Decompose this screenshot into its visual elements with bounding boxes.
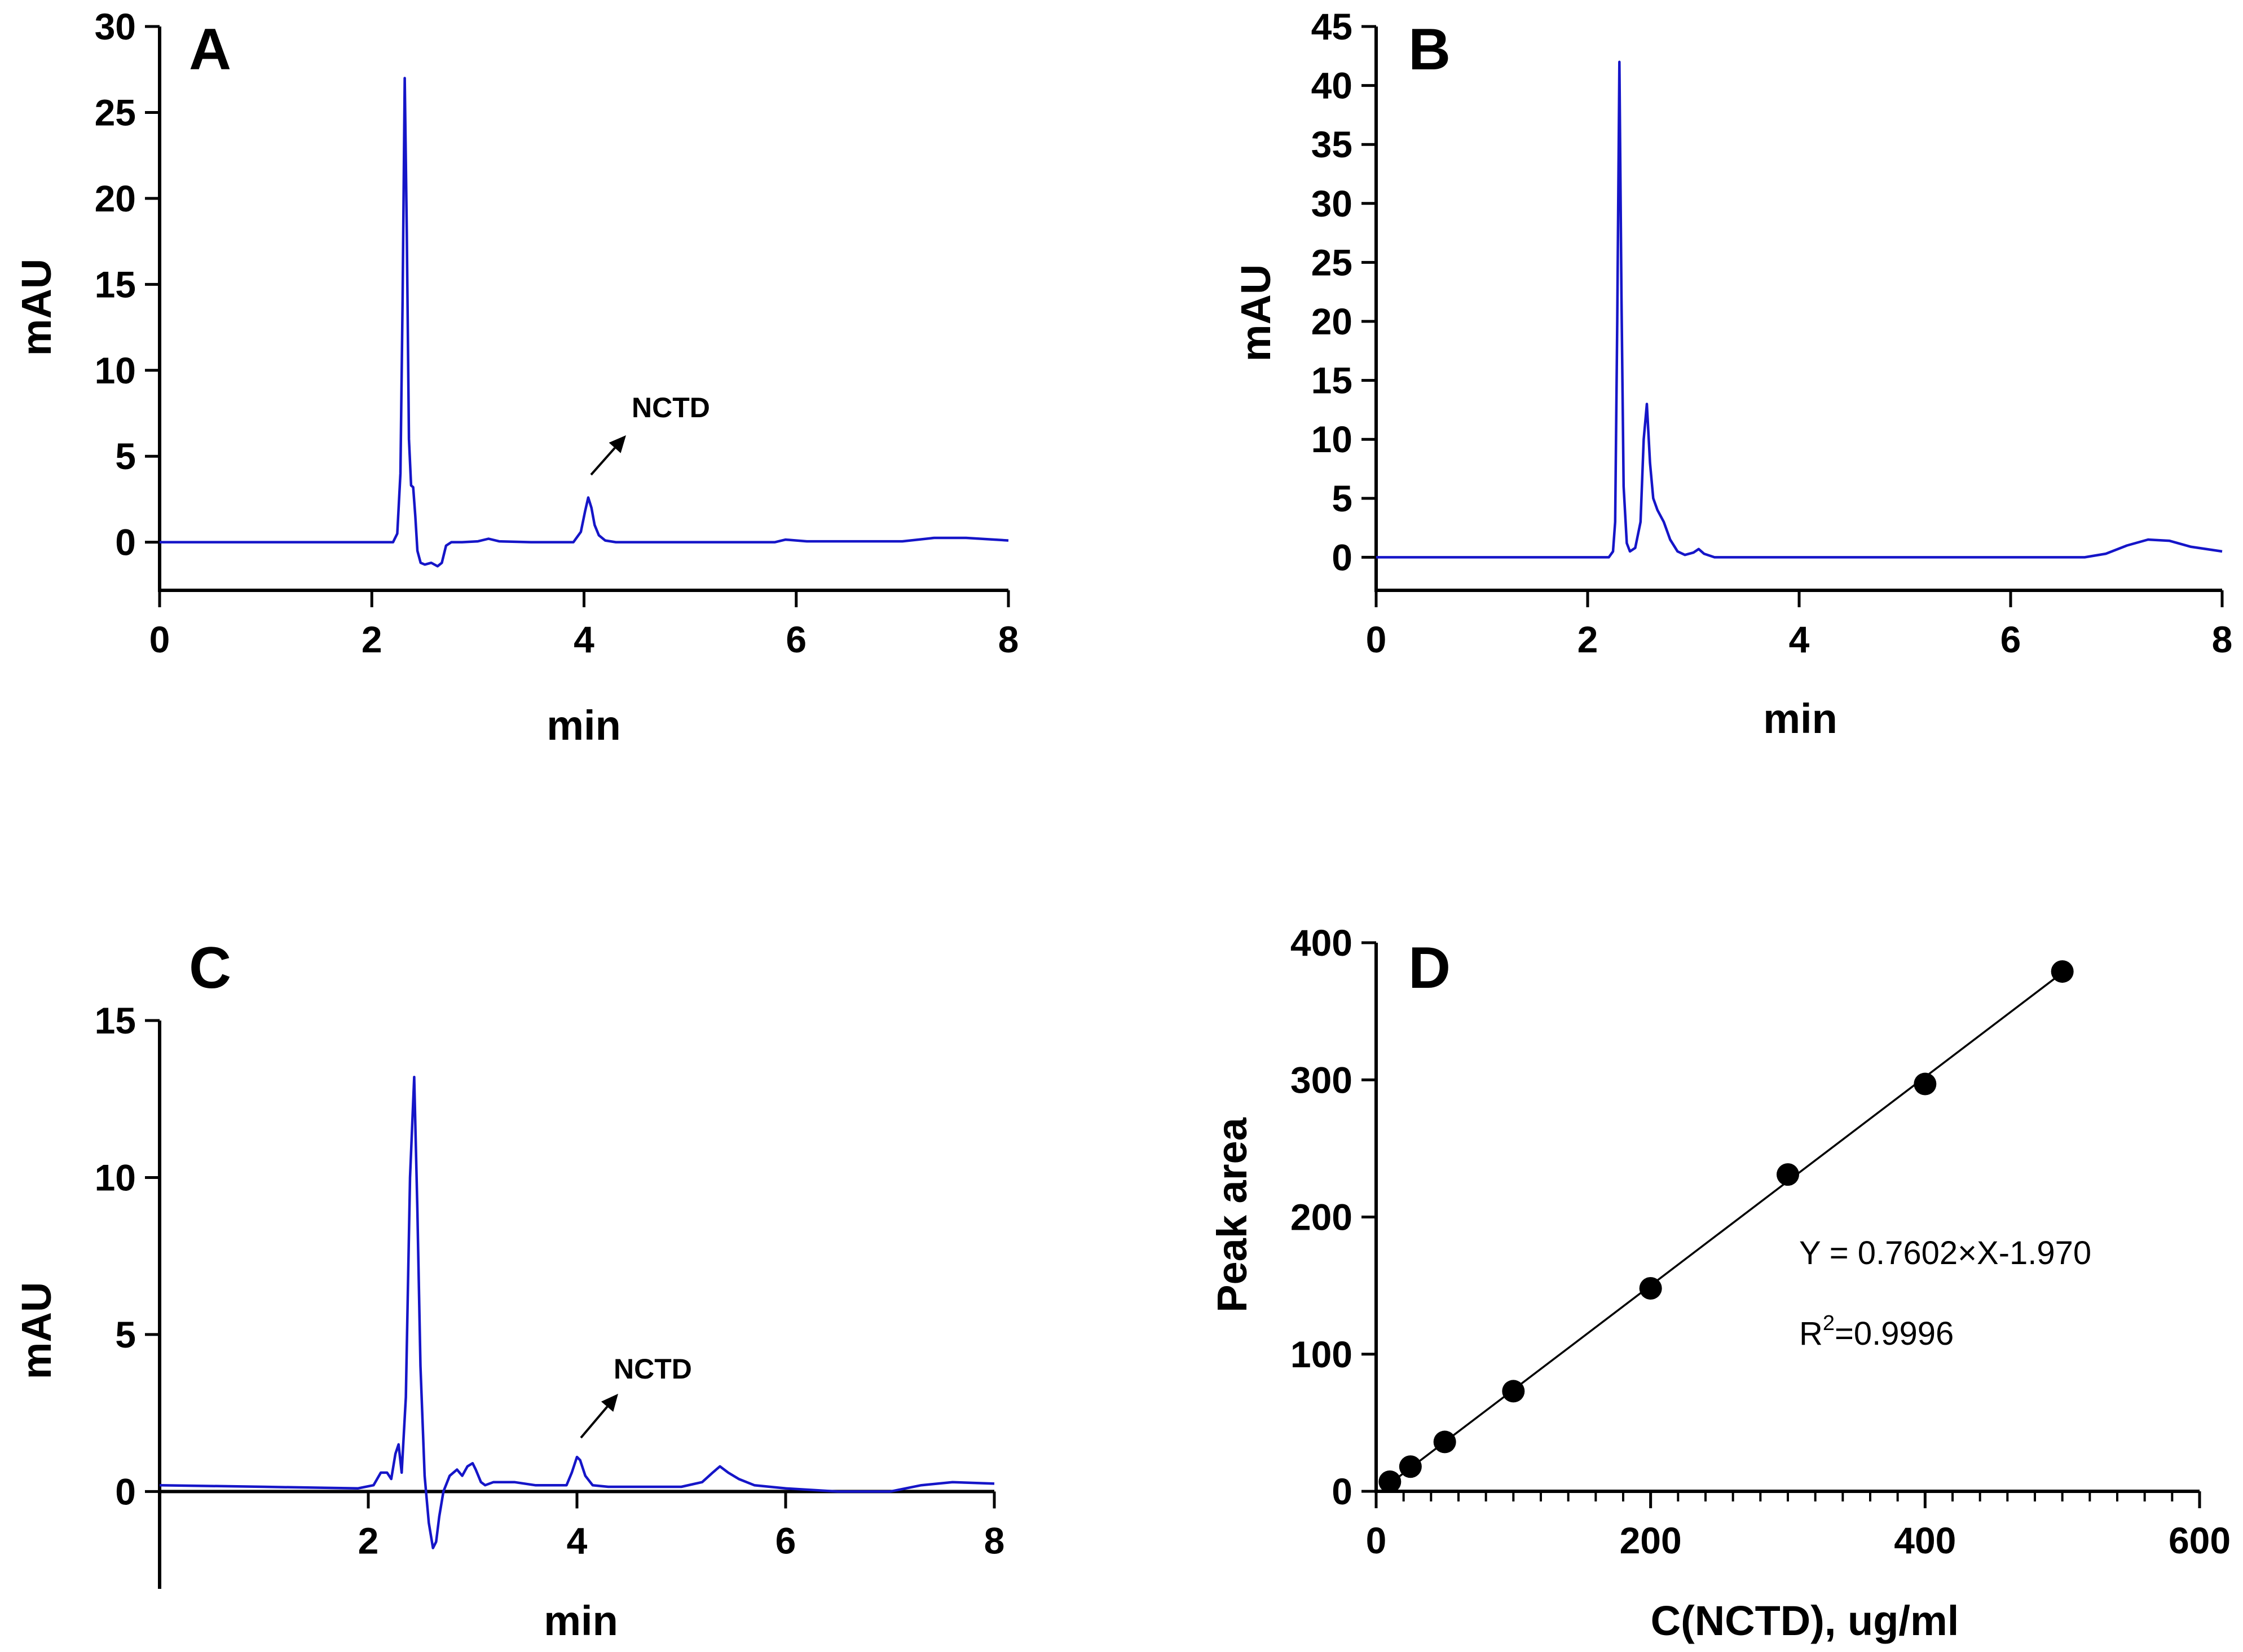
panel-c-annotation-arrow — [580, 1394, 618, 1439]
panel-b-x-axis-title: min — [1763, 695, 1837, 742]
panel-d-y-axis-title: Peak area — [1209, 1117, 1255, 1312]
panel-c-y-tick-label: 10 — [95, 1156, 136, 1198]
panel-d-fit-line — [1389, 971, 2063, 1485]
panel-c-annotation-label: NCTD — [614, 1353, 692, 1385]
panel-d-x-tick-label: 400 — [1894, 1520, 1956, 1561]
panel-b-y-axis-title: mAU — [1232, 264, 1279, 362]
panel-b-y-tick-label: 0 — [1332, 536, 1352, 578]
panel-c-x-axis-title: min — [544, 1597, 618, 1644]
panel-b-x-tick-label: 8 — [2212, 619, 2233, 660]
panel-d-x-axis-title: C(NCTD), ug/ml — [1651, 1597, 1959, 1644]
panel-c-x-tick-label: 6 — [775, 1520, 796, 1561]
panel-d-letter: D — [1408, 935, 1451, 1001]
panel-b: B 0 5 10 15 20 25 30 35 40 45 0 2 4 6 8 min mAU — [1232, 6, 2232, 742]
panel-c-arrow-head — [601, 1394, 618, 1412]
panel-d-data-point — [1914, 1072, 1937, 1096]
panel-b-plot — [1376, 60, 2223, 559]
panel-d-x-tick-label: 600 — [2169, 1520, 2231, 1561]
panel-d-fit-equation: Y = 0.7602×X-1.970 — [1799, 1235, 2091, 1271]
panel-d-data-point — [1639, 1276, 1662, 1300]
panel-d-data-point — [1378, 1470, 1402, 1493]
panel-a-x-tick-label: 4 — [574, 619, 594, 660]
panel-a-x-tick-label: 0 — [149, 619, 170, 660]
panel-a-x-tick-label: 8 — [998, 619, 1019, 660]
panel-b-y-tick-label: 20 — [1311, 301, 1352, 342]
panel-a-arrow-shaft — [590, 447, 616, 476]
panel-a-y-tick-label: 25 — [95, 91, 136, 133]
panel-b-letter: B — [1408, 17, 1451, 82]
panel-b-x-tick-label: 2 — [1577, 619, 1598, 660]
panel-d-y-tick-label: 0 — [1332, 1470, 1352, 1512]
panel-d-y-tick-label: 200 — [1290, 1196, 1352, 1238]
panel-b-y-tick-label: 25 — [1311, 241, 1352, 283]
panel-c-plot — [159, 1075, 995, 1549]
panel-d-data-point — [1777, 1163, 1799, 1186]
panel-c-axes: 0 5 10 15 2 4 6 8 — [95, 1000, 1005, 1589]
panel-d-y-tick-label: 300 — [1290, 1059, 1352, 1101]
panel-d-r-squared-value: =0.9996 — [1835, 1315, 1954, 1352]
panel-d-axes: 0 100 200 300 400 0 200 400 600 — [1290, 922, 2231, 1561]
panel-a-y-tick-label: 0 — [115, 522, 136, 563]
panel-c-y-tick-label: 15 — [95, 1000, 136, 1041]
panel-a-plot — [160, 77, 1009, 568]
panel-d-data-point — [1433, 1430, 1456, 1454]
panel-a-arrow-head — [609, 435, 626, 453]
panel-a-letter: A — [189, 17, 231, 82]
panel-a-axes: 0 5 10 15 20 25 30 0 2 4 6 8 — [95, 6, 1019, 660]
panel-a-x-axis-title: min — [547, 702, 621, 749]
panel-c-y-tick-label: 0 — [115, 1470, 136, 1512]
panel-d-r-squared-prefix: R — [1799, 1315, 1823, 1352]
panel-b-x-tick-label: 4 — [1789, 619, 1810, 660]
panel-a-y-axis-title: mAU — [13, 259, 60, 356]
panel-a-annotation-label: NCTD — [632, 392, 710, 423]
panel-a-x-tick-label: 2 — [362, 619, 382, 660]
panel-d-y-tick-label: 100 — [1290, 1333, 1352, 1375]
panel-b-y-tick-label: 5 — [1332, 478, 1352, 519]
panel-b-y-tick-label: 10 — [1311, 418, 1352, 460]
panel-b-axes: 0 5 10 15 20 25 30 35 40 45 0 2 4 6 8 — [1311, 6, 2233, 660]
panel-d-data-point — [1502, 1380, 1525, 1403]
panel-a-y-tick-label: 5 — [115, 435, 136, 477]
panel-b-x-tick-label: 0 — [1366, 619, 1387, 660]
panel-d-r-squared-superscript: 2 — [1823, 1311, 1835, 1335]
panel-b-y-tick-label: 15 — [1311, 360, 1352, 401]
panel-c: C 0 5 10 15 2 4 6 8 min mAU NCTD — [13, 935, 1004, 1644]
panel-c-y-tick-label: 5 — [115, 1314, 136, 1355]
panel-b-y-tick-label: 40 — [1311, 65, 1352, 107]
panel-b-x-tick-label: 6 — [2000, 619, 2021, 660]
panel-d-plot — [1378, 960, 2074, 1493]
panel-d-data-point — [2051, 960, 2074, 983]
panel-c-x-tick-label: 4 — [567, 1520, 588, 1561]
panel-c-letter: C — [189, 935, 231, 1001]
panel-a-series-line — [160, 77, 1009, 568]
panel-a-y-tick-label: 15 — [95, 263, 136, 305]
panel-a-y-tick-label: 10 — [95, 350, 136, 391]
panel-d-x-tick-label: 200 — [1620, 1520, 1682, 1561]
panel-c-x-tick-label: 8 — [984, 1520, 1005, 1561]
panel-c-y-axis-title: mAU — [13, 1282, 60, 1380]
panel-b-y-tick-label: 35 — [1311, 123, 1352, 165]
panel-b-y-tick-label: 30 — [1311, 183, 1352, 224]
panel-b-series-line — [1376, 60, 2223, 559]
panel-c-arrow-shaft — [580, 1406, 609, 1439]
panel-a-annotation-arrow — [590, 435, 626, 476]
panel-a-x-tick-label: 6 — [786, 619, 807, 660]
panel-a: A 0 5 10 15 20 25 30 0 2 4 6 8 min mAU NCTD — [13, 6, 1019, 749]
panel-d: D 0 100 200 300 400 0 200 400 600 C(NCTD), ug/ml… — [1209, 922, 2231, 1644]
panel-d-data-point — [1399, 1455, 1422, 1478]
panel-a-y-tick-label: 20 — [95, 178, 136, 219]
panel-c-x-tick-label: 2 — [358, 1520, 379, 1561]
panel-d-r-squared: R2=0.9996 — [1799, 1311, 1954, 1352]
panel-c-series-line — [159, 1075, 995, 1549]
panel-d-x-tick-label: 0 — [1366, 1520, 1387, 1561]
panel-d-y-tick-label: 400 — [1290, 922, 1352, 964]
panel-a-y-tick-label: 30 — [95, 6, 136, 47]
panel-b-y-tick-label: 45 — [1311, 6, 1352, 47]
